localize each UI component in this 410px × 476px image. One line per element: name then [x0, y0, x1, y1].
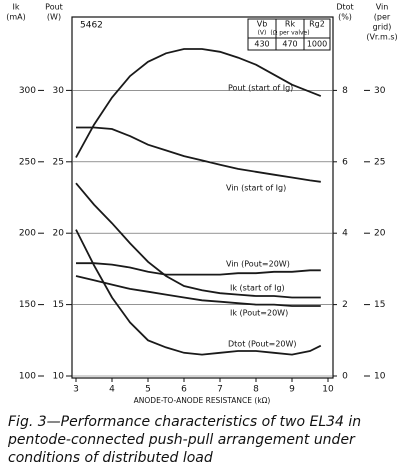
- y-tick-label: 300: [19, 86, 36, 96]
- series-label: Vin (Pout=20W): [226, 260, 290, 269]
- series-line: [75, 182, 321, 299]
- y4-tick-label: 10: [374, 372, 386, 382]
- y4-tick-label: 30: [374, 86, 386, 96]
- series-line: [75, 275, 321, 307]
- plot-frame: [71, 16, 334, 379]
- x-tick-label: 10: [322, 385, 334, 395]
- y-tick-label: 200: [19, 229, 36, 239]
- y3-axis-label: (%): [338, 13, 352, 22]
- y4-tick-label: 20: [374, 229, 386, 239]
- y-tick-label: 250: [19, 157, 36, 167]
- y2-tick-label: 30: [53, 86, 65, 96]
- y3-tick-label: 8: [342, 86, 348, 96]
- y-tick-label: 150: [19, 300, 36, 310]
- chart-code: 5462: [80, 21, 103, 31]
- caption: conditions of distributed load: [8, 450, 213, 466]
- y3-tick-label: 2: [342, 300, 348, 310]
- y-axis-label: (mA): [6, 13, 26, 22]
- info-table-value: 430: [254, 40, 269, 49]
- y-axis-label: Ik: [13, 3, 20, 12]
- y2-axis-label: (W): [47, 13, 61, 22]
- x-tick-label: 6: [181, 385, 187, 395]
- x-tick-label: 3: [73, 385, 79, 395]
- series-line: [75, 229, 322, 356]
- info-table-header: (Ω per valve): [270, 30, 309, 37]
- series-label: Pout (start of Ig): [228, 84, 293, 93]
- info-table-header: (V): [258, 30, 267, 37]
- y3-axis-label: Dtot: [336, 3, 353, 12]
- y4-axis-label: (Vr.m.s): [366, 33, 397, 42]
- series-label: Vin (start of Ig): [226, 184, 286, 193]
- y4-tick-label: 25: [374, 157, 385, 167]
- series-label: Ik (Pout=20W): [230, 309, 288, 318]
- x-tick-label: 9: [289, 385, 295, 395]
- y4-tick-label: 15: [374, 300, 385, 310]
- series-label: Ik (start of Ig): [230, 284, 285, 293]
- info-table-header: Vb: [257, 20, 268, 29]
- y3-tick-label: 0: [342, 372, 348, 382]
- info-table-header: Rk: [285, 20, 296, 29]
- info-table-value: 470: [282, 40, 297, 49]
- y4-axis-label: Vin: [376, 3, 389, 12]
- series-line: [75, 48, 322, 158]
- series-line: [76, 262, 321, 276]
- x-tick-label: 5: [145, 385, 151, 395]
- y4-axis-label: (per: [374, 13, 391, 22]
- series-line: [76, 126, 321, 183]
- series-label: Dtot (Pout=20W): [228, 340, 297, 349]
- y2-tick-label: 10: [53, 372, 65, 382]
- caption: pentode-connected push-pull arrangement …: [7, 432, 356, 448]
- y2-axis-label: Pout: [45, 3, 63, 12]
- info-table: [247, 18, 331, 51]
- y4-axis-label: grid): [373, 23, 392, 32]
- x-axis-label: ANODE-TO-ANODE RESISTANCE (kΩ): [134, 396, 271, 405]
- y3-tick-label: 6: [342, 157, 348, 167]
- x-tick-label: 7: [217, 385, 223, 395]
- x-tick-label: 8: [253, 385, 259, 395]
- y3-tick-label: 4: [342, 229, 348, 239]
- y2-tick-label: 20: [53, 229, 65, 239]
- y2-tick-label: 15: [53, 300, 64, 310]
- caption: Fig. 3—Performance characteristics of tw…: [8, 414, 361, 430]
- y-tick-label: 100: [19, 372, 36, 382]
- info-table-value: 1000: [307, 40, 327, 49]
- x-tick-label: 4: [109, 385, 115, 395]
- y2-tick-label: 25: [53, 157, 64, 167]
- info-table-header: Rg2: [309, 20, 325, 29]
